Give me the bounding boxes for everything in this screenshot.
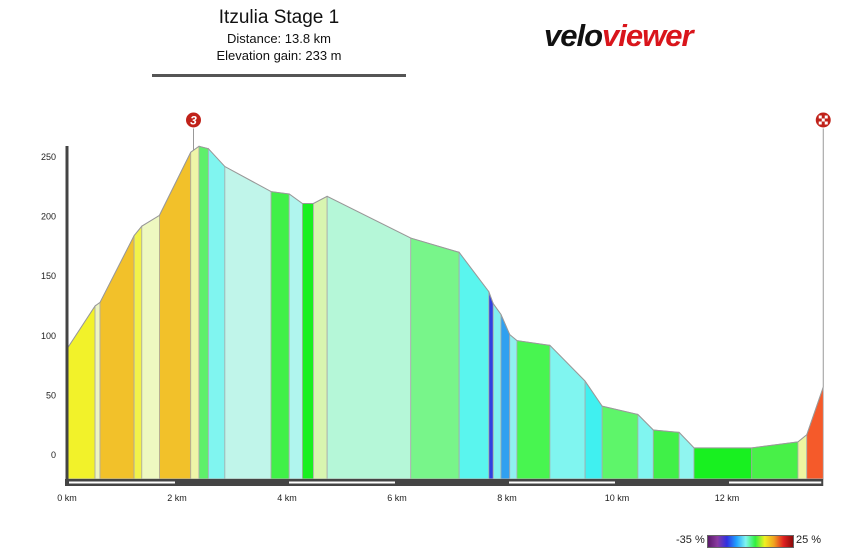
- gradient-segment: [693, 447, 753, 480]
- checker-square: [818, 121, 822, 125]
- gradient-segment: [270, 191, 290, 480]
- gradient-segment: [637, 413, 654, 480]
- veloviewer-logo: veloviewer: [544, 18, 694, 54]
- x-tick-label: 2 km: [167, 493, 187, 503]
- x-axis-stripe: [729, 481, 822, 484]
- checker-square: [818, 115, 822, 119]
- gradient-segment: [141, 214, 160, 480]
- logo-part-velo: velo: [544, 18, 603, 53]
- gradient-segment: [488, 291, 494, 480]
- gradient-segment: [584, 379, 603, 480]
- x-axis-stripe: [509, 481, 615, 484]
- y-tick-label: 50: [46, 390, 56, 400]
- header-divider: [152, 74, 406, 77]
- x-tick-label: 4 km: [277, 493, 297, 503]
- gradient-segment: [678, 431, 695, 480]
- gradient-legend-bar: [707, 535, 794, 548]
- x-axis-bar: [65, 479, 824, 486]
- gradient-segment: [158, 152, 192, 480]
- gradient-segment: [66, 304, 96, 480]
- climb-category-icon: [185, 111, 202, 129]
- elevation-gain-text: Elevation gain: 233 m: [216, 48, 342, 63]
- y-tick-label: 150: [41, 271, 56, 281]
- gradient-segment: [500, 314, 511, 480]
- y-tick-label: 250: [41, 152, 56, 162]
- gradient-segment: [516, 340, 551, 480]
- gradient-segment: [652, 429, 680, 480]
- gradient-segment: [288, 193, 303, 480]
- gradient-segment: [99, 235, 135, 480]
- gradient-segment: [509, 333, 518, 480]
- gradient-segment: [190, 145, 200, 480]
- checker-square: [824, 115, 828, 119]
- gradient-segment: [326, 195, 412, 480]
- x-axis-stripe: [289, 481, 395, 484]
- checker-square: [824, 121, 828, 125]
- gradient-segment: [492, 302, 502, 480]
- x-tick-label: 0 km: [57, 493, 77, 503]
- gradient-segment: [224, 165, 272, 480]
- y-tick-label: 100: [41, 331, 56, 341]
- x-axis-stripe: [69, 481, 175, 484]
- gradient-segment: [198, 145, 209, 480]
- x-tick-label: 6 km: [387, 493, 407, 503]
- gradient-segment: [207, 147, 226, 480]
- gradient-segment: [410, 237, 460, 480]
- chart-header: Itzulia Stage 1 Distance: 13.8 km Elevat…: [152, 6, 406, 77]
- gradient-segment: [806, 386, 824, 480]
- gradient-segment: [549, 344, 586, 480]
- climb-category-label: 3: [190, 114, 197, 128]
- stage-title: Itzulia Stage 1: [218, 7, 340, 28]
- gradient-segment: [312, 195, 328, 480]
- logo-part-viewer: viewer: [602, 18, 694, 53]
- checker-square: [821, 118, 825, 122]
- y-tick-label: 200: [41, 212, 56, 222]
- gradient-segment: [301, 203, 314, 480]
- gradient-segment: [133, 225, 143, 480]
- legend-max-label: 25 %: [796, 534, 822, 546]
- x-tick-label: 10 km: [605, 493, 630, 503]
- x-tick-label: 12 km: [715, 493, 740, 503]
- profile-line: [66, 145, 824, 449]
- distance-text: Distance: 13.8 km: [226, 31, 332, 46]
- gradient-segment: [601, 405, 639, 480]
- gradient-segment: [94, 301, 101, 480]
- y-tick-label: 0: [51, 450, 56, 460]
- x-tick-label: 8 km: [497, 493, 517, 503]
- legend-min-label: -35 %: [676, 534, 705, 546]
